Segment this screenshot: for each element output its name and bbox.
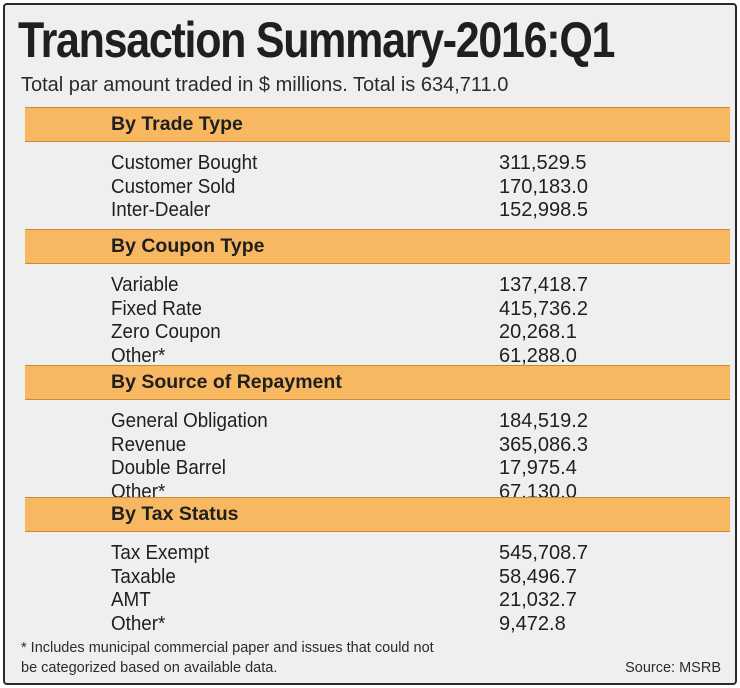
row-value: 365,086.3 <box>499 433 588 456</box>
table-row: Customer Sold 170,183.0 <box>25 176 730 200</box>
table-row: Fixed Rate 415,736.2 <box>25 298 730 322</box>
row-label: Taxable <box>111 565 176 588</box>
table-row: General Obligation 184,519.2 <box>25 410 730 434</box>
table-row: Tax Exempt 545,708.7 <box>25 542 730 566</box>
section-header: By Tax Status <box>25 497 730 532</box>
row-value: 184,519.2 <box>499 410 588 432</box>
row-label: Zero Coupon <box>111 321 221 344</box>
table-row: Other* 61,288.0 <box>25 345 730 369</box>
row-value: 58,496.7 <box>499 565 577 588</box>
row-label: Customer Sold <box>111 175 236 198</box>
section-trade-type: By Trade Type Customer Bought 311,529.5 … <box>25 107 730 223</box>
row-value: 17,975.4 <box>499 457 577 480</box>
row-label: Variable <box>111 274 179 296</box>
row-value: 9,472.8 <box>499 613 566 636</box>
section-header: By Coupon Type <box>25 229 730 264</box>
row-value: 21,032.7 <box>499 589 577 612</box>
table-row: Customer Bought 311,529.5 <box>25 152 730 176</box>
table-row: Double Barrel 17,975.4 <box>25 457 730 481</box>
table-row: AMT 21,032.7 <box>25 589 730 613</box>
row-value: 311,529.5 <box>499 152 587 174</box>
section-coupon-type: By Coupon Type Variable 137,418.7 Fixed … <box>25 229 730 369</box>
source-credit: Source: MSRB <box>625 660 721 676</box>
row-label: Double Barrel <box>111 457 226 480</box>
row-label: Tax Exempt <box>111 542 210 564</box>
row-value: 20,268.1 <box>499 321 577 344</box>
row-label: Fixed Rate <box>111 297 202 320</box>
section-header: By Source of Repayment <box>25 365 730 400</box>
row-label: General Obligation <box>111 410 268 432</box>
summary-card: Transaction Summary-2016:Q1 Total par am… <box>3 3 737 685</box>
table-row: Zero Coupon 20,268.1 <box>25 321 730 345</box>
table-row: Inter-Dealer 152,998.5 <box>25 199 730 223</box>
row-value: 152,998.5 <box>499 199 588 222</box>
row-label: Other* <box>111 345 166 368</box>
footnote: * Includes municipal commercial paper an… <box>21 640 434 676</box>
page-title: Transaction Summary-2016:Q1 <box>18 12 615 68</box>
section-header: By Trade Type <box>25 107 730 142</box>
row-value: 170,183.0 <box>499 175 588 198</box>
row-value: 137,418.7 <box>499 274 588 296</box>
section-tax-status: By Tax Status Tax Exempt 545,708.7 Taxab… <box>25 497 730 637</box>
table-row: Taxable 58,496.7 <box>25 566 730 590</box>
row-label: Inter-Dealer <box>111 199 211 222</box>
row-label: Revenue <box>111 433 187 456</box>
table-row: Other* 9,472.8 <box>25 613 730 637</box>
row-value: 61,288.0 <box>499 345 577 368</box>
row-label: Other* <box>111 613 166 636</box>
table-row: Variable 137,418.7 <box>25 274 730 298</box>
table-row: Revenue 365,086.3 <box>25 434 730 458</box>
row-value: 545,708.7 <box>499 542 588 564</box>
row-value: 415,736.2 <box>499 297 588 320</box>
row-label: Customer Bought <box>111 152 258 174</box>
row-label: AMT <box>111 589 151 612</box>
page-subtitle: Total par amount traded in $ millions. T… <box>21 74 509 96</box>
section-source-of-repayment: By Source of Repayment General Obligatio… <box>25 365 730 505</box>
